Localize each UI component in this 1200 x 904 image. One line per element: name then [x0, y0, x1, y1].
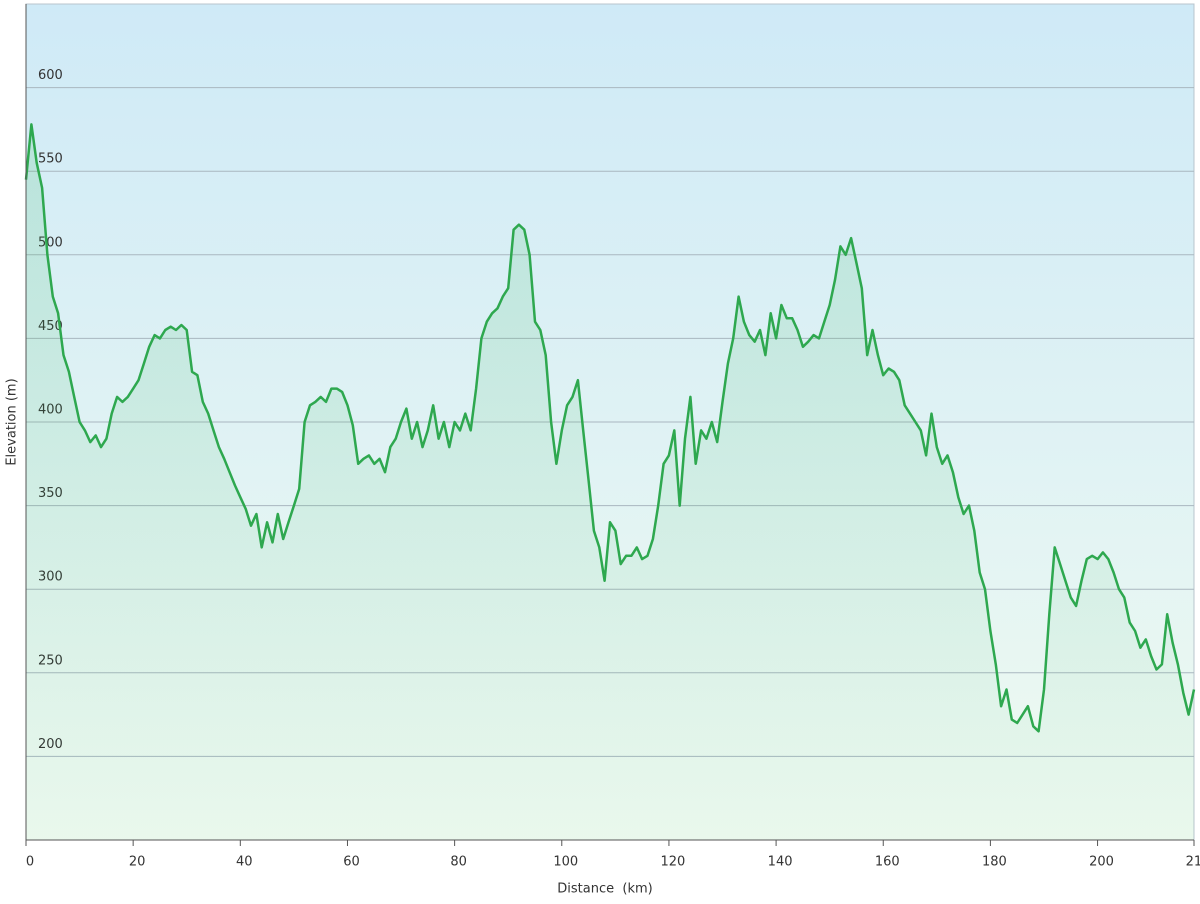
y-tick-label: 600: [38, 68, 63, 83]
x-tick-label: 100: [553, 855, 578, 870]
x-tick-label: 60: [343, 855, 360, 870]
elevation-line: [24, 123, 1196, 733]
x-tick-label: 0: [26, 855, 34, 870]
x-tick-label: 180: [982, 855, 1007, 870]
x-tick-label: 80: [450, 855, 467, 870]
x-tick-label: 200: [1089, 855, 1114, 870]
x-tick-label: 140: [768, 855, 793, 870]
x-tick-label: 120: [661, 855, 686, 870]
x-tick-label: 40: [236, 855, 253, 870]
x-axis-label: Distance (km): [557, 882, 652, 897]
x-tick-label: 20: [129, 855, 146, 870]
x-tick-label: 218: [1186, 855, 1200, 870]
y-tick-label: 550: [38, 152, 63, 167]
area: [26, 124, 1194, 840]
y-axis-label: Elevation (m): [5, 378, 20, 465]
x-tick-label: 160: [875, 855, 900, 870]
